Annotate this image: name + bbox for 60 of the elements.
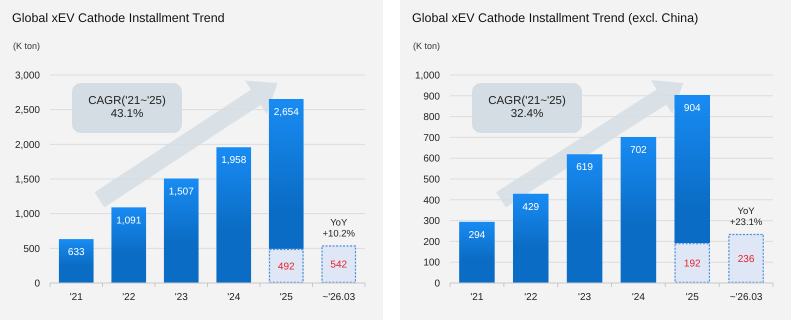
annotation: YoY +23.1% [730, 206, 763, 228]
x-tick-label: '23 [174, 292, 188, 303]
data-label: 429 [522, 202, 540, 213]
data-label: 492 [278, 261, 296, 272]
x-tick-label: '24 [227, 292, 241, 303]
x-tick-label: '21 [70, 292, 84, 303]
data-label: 904 [684, 102, 702, 114]
x-tick-label: '22 [524, 292, 538, 303]
x-tick-label: '23 [578, 292, 592, 303]
chart-title: Global xEV Cathode Installment Trend (excl. China) [412, 11, 698, 25]
data-label: 702 [630, 144, 648, 156]
y-tick-label: 500 [423, 174, 440, 186]
x-tick-label: '25 [686, 292, 700, 303]
data-label: 2,654 [274, 106, 300, 118]
x-tick-label: '22 [122, 292, 136, 303]
y-tick-label: 900 [423, 91, 440, 102]
y-tick-label: 700 [423, 132, 440, 144]
y-axis-title: (K ton) [413, 41, 440, 51]
annotation: YoY +10.2% [322, 217, 356, 240]
data-label: 1,507 [168, 186, 194, 198]
data-label: 619 [576, 162, 594, 174]
y-tick-label: 2,000 [14, 140, 40, 151]
data-label: 236 [738, 254, 755, 265]
x-tick-label: ~'26.03 [730, 292, 763, 303]
x-tick-label: '24 [632, 292, 646, 303]
y-tick-label: 100 [423, 258, 440, 269]
data-label: 633 [68, 247, 86, 258]
y-tick-label: 600 [423, 154, 440, 165]
y-tick-label: 2,500 [14, 105, 40, 116]
annotation: CAGR('21~'25) 32.4% [488, 95, 566, 120]
annotation: CAGR('21~'25) 43.1% [88, 95, 166, 120]
y-tick-label: 3,000 [14, 70, 40, 82]
bar [58, 239, 94, 283]
bar [459, 222, 495, 283]
data-label: 1,091 [116, 215, 142, 226]
y-tick-label: 400 [423, 195, 440, 206]
y-tick-label: 0 [34, 278, 40, 290]
y-tick-label: 300 [423, 216, 440, 228]
y-tick-label: 0 [434, 278, 440, 290]
bar [216, 147, 252, 283]
bar [566, 154, 602, 283]
data-label: 542 [330, 260, 348, 271]
y-tick-label: 500 [23, 244, 40, 255]
data-label: 294 [468, 230, 486, 241]
y-tick-label: 1,000 [414, 70, 440, 82]
x-tick-label: '21 [470, 292, 484, 303]
bar [164, 178, 199, 283]
y-tick-label: 1,000 [14, 209, 40, 220]
x-tick-label: ~'26.03 [322, 292, 356, 303]
chart-title: Global xEV Cathode Installment Trend [12, 11, 225, 25]
bar [512, 194, 549, 283]
data-label: 192 [684, 258, 702, 270]
x-tick-label: '25 [280, 292, 294, 303]
bar [620, 136, 656, 283]
y-tick-label: 1,500 [14, 174, 40, 186]
bar [111, 207, 146, 283]
y-tick-label: 800 [423, 112, 440, 124]
y-tick-label: 200 [423, 236, 440, 248]
y-axis-title: (K ton) [13, 41, 40, 51]
data-label: 1,958 [221, 155, 247, 166]
